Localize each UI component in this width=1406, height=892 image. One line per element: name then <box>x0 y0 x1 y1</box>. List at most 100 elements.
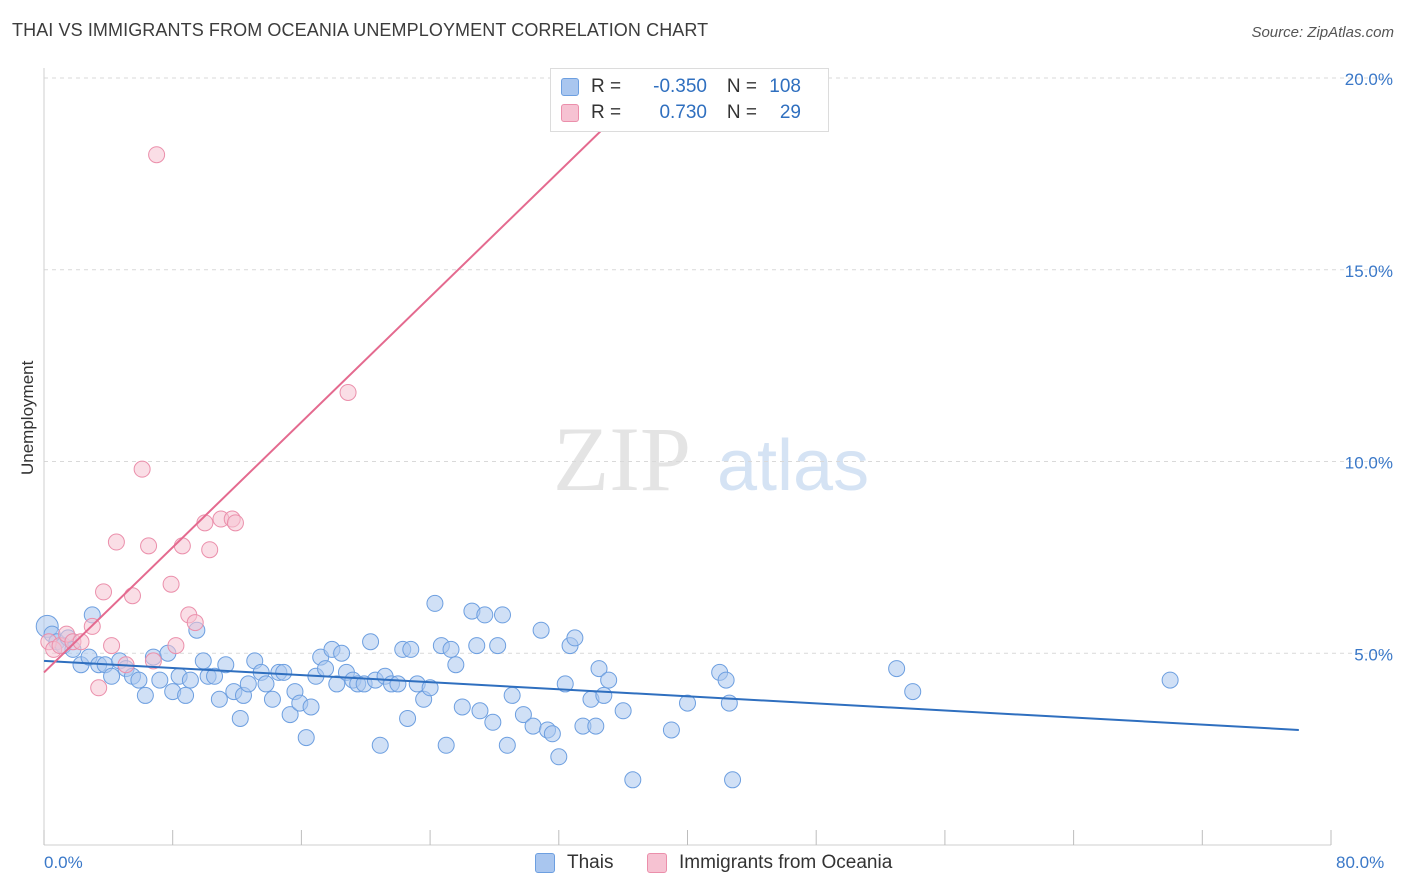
oceania-point <box>339 383 357 401</box>
thais-point <box>514 706 532 724</box>
thais-point <box>399 709 417 727</box>
legend-swatch-thais <box>561 78 579 96</box>
thais-point <box>600 671 618 689</box>
thais-point <box>595 686 613 704</box>
source-label: Source: ZipAtlas.com <box>1251 24 1394 41</box>
thais-point <box>532 621 550 639</box>
thais-point <box>498 736 516 754</box>
thais-point <box>317 660 335 678</box>
thais-point <box>437 736 455 754</box>
bottom-swatch-oceania <box>647 853 667 873</box>
thais-point <box>389 675 407 693</box>
thais-point <box>151 671 169 689</box>
thais-point <box>503 686 521 704</box>
oceania-point <box>107 533 125 551</box>
oceania-point <box>95 583 113 601</box>
oceania-point <box>133 460 151 478</box>
thais-point <box>447 656 465 674</box>
oceania-point <box>123 587 141 605</box>
legend-row-oceania: R = 0.730 N = 29 <box>561 101 801 125</box>
thais-point <box>328 675 346 693</box>
bottom-legend-thais-label: Thais <box>567 852 614 873</box>
thais-point <box>275 663 293 681</box>
bottom-swatch-thais <box>535 853 555 873</box>
thais-point <box>453 698 471 716</box>
oceania-point <box>148 146 166 164</box>
legend-oceania-n: 29 <box>779 102 801 123</box>
chart-title: THAI VS IMMIGRANTS FROM OCEANIA UNEMPLOY… <box>12 20 709 40</box>
bottom-legend-thais: Thais <box>535 852 613 874</box>
thais-point <box>371 736 389 754</box>
thais-point <box>206 667 224 685</box>
thais-point <box>476 606 494 624</box>
legend-row-thais: R = -0.350 N = 108 <box>561 75 801 99</box>
thais-point <box>587 717 605 735</box>
thais-point <box>1161 671 1179 689</box>
thais-point <box>426 594 444 612</box>
thais-point <box>614 702 632 720</box>
thais-point <box>297 729 315 747</box>
thais-point <box>888 660 906 678</box>
thais-point <box>210 690 228 708</box>
y-tick-label: 20.0% <box>1345 70 1393 89</box>
oceania-point <box>103 637 121 655</box>
oceania-trend-line <box>43 77 657 674</box>
legend-swatch-oceania <box>561 104 579 122</box>
thais-point <box>333 644 351 662</box>
watermark: ZIP atlas <box>553 408 869 510</box>
legend-r-label: R = <box>591 102 622 123</box>
thais-point <box>471 702 489 720</box>
oceania-point <box>167 637 185 655</box>
legend-n-label: N = <box>726 76 757 97</box>
thais-point <box>590 660 608 678</box>
thais-point <box>130 671 148 689</box>
thais-point <box>281 706 299 724</box>
x-tick-min: 0.0% <box>44 853 83 872</box>
thais-point <box>181 671 199 689</box>
oceania-point <box>186 614 204 632</box>
thais-point <box>556 675 574 693</box>
thais-point <box>724 771 742 789</box>
thais-point <box>717 671 735 689</box>
thais-point <box>679 694 696 712</box>
watermark-zip: ZIP <box>553 408 691 510</box>
thais-point <box>257 675 275 693</box>
thais-point <box>136 686 154 704</box>
thais-point <box>662 721 680 739</box>
thais-point <box>421 679 439 697</box>
oceania-point <box>226 514 244 532</box>
oceania-point <box>140 537 158 555</box>
oceania-point <box>72 633 90 651</box>
bottom-legend-oceania: Immigrants from Oceania <box>647 852 892 874</box>
thais-point <box>468 637 486 655</box>
legend-oceania-r: 0.730 <box>659 102 707 123</box>
y-tick-label: 15.0% <box>1345 262 1393 281</box>
legend-thais-n: 108 <box>769 76 801 97</box>
bottom-legend-oceania-label: Immigrants from Oceania <box>679 852 893 873</box>
thais-point <box>177 686 195 704</box>
thais-point <box>362 633 380 651</box>
x-tick-max: 80.0% <box>1336 853 1385 872</box>
thais-point <box>217 656 235 674</box>
correlation-legend: R = -0.350 N = 108 R = 0.730 N = 29 <box>550 68 829 132</box>
watermark-atlas: atlas <box>717 426 869 506</box>
oceania-point <box>162 575 180 593</box>
oceania-point <box>90 679 108 697</box>
oceania-point <box>173 537 191 555</box>
thais-point <box>302 698 320 716</box>
thais-point <box>194 652 212 670</box>
thais-point <box>624 771 642 789</box>
y-tick-label: 5.0% <box>1354 645 1393 664</box>
thais-point <box>543 725 561 743</box>
oceania-point <box>144 652 162 670</box>
thais-point <box>550 748 568 766</box>
legend-r-label: R = <box>591 76 622 97</box>
thais-point <box>442 640 460 658</box>
oceania-point <box>201 541 219 559</box>
thais-point <box>566 629 584 647</box>
legend-n-label: N = <box>726 102 757 123</box>
thais-point <box>524 717 542 735</box>
thais-trend-line <box>43 659 1299 731</box>
thais-point <box>231 709 249 727</box>
